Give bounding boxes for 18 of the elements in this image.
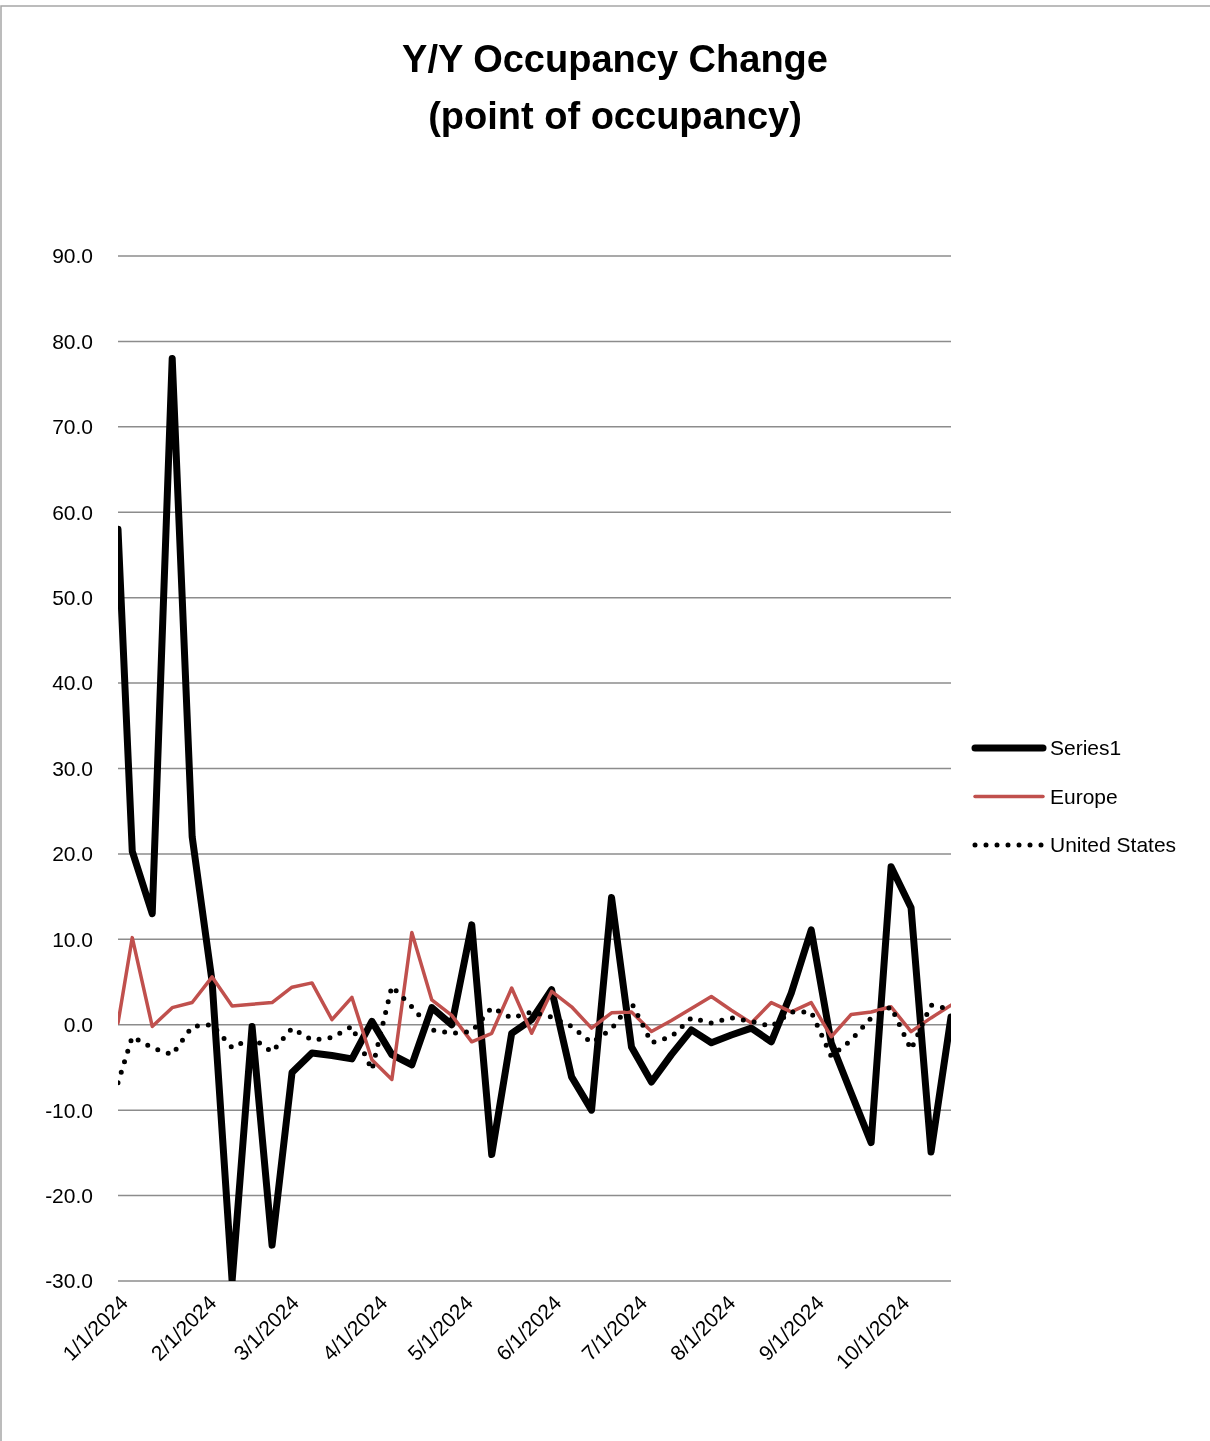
y-tick-label: 40.0 (52, 671, 93, 695)
y-tick-label: 80.0 (52, 329, 93, 353)
y-tick-label: 90.0 (52, 244, 93, 268)
y-tick-label: 70.0 (52, 415, 93, 439)
legend-label: Europe (1050, 784, 1118, 808)
y-tick-label: 60.0 (52, 500, 93, 524)
y-tick-label: 0.0 (63, 1013, 93, 1037)
legend-label: United States (1050, 833, 1177, 857)
y-tick-label: 20.0 (52, 842, 93, 866)
legend-label: Series1 (1050, 736, 1122, 760)
line-series (118, 930, 951, 1082)
chart-title: Y/Y Occupancy Change (point of occupancy) (402, 38, 828, 137)
y-tick-label: 30.0 (52, 756, 93, 780)
y-tick-label: -20.0 (45, 1183, 93, 1207)
y-tick-label: -10.0 (45, 1098, 93, 1122)
y-tick-label: 50.0 (52, 586, 93, 610)
y-tick-label: -30.0 (45, 1269, 93, 1293)
y-tick-label: 10.0 (52, 927, 93, 951)
